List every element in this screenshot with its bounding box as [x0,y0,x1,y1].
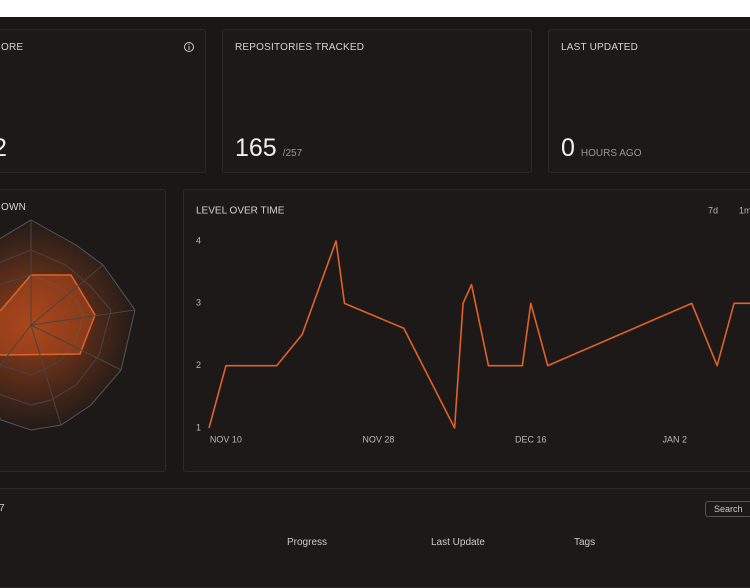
repos-card: REPOSITORIES TRACKED 165/257 [222,29,532,173]
y-tick-label: 3 [196,298,201,308]
search-button[interactable]: Search [705,501,750,517]
table-card: 7 Search Progress Last Update Tags [0,488,750,588]
card-value-row: 0 HOURS AGO [561,134,641,163]
card-label: REPOSITORIES TRACKED [235,42,365,53]
range-button[interactable]: 1m [739,205,750,215]
y-tick-label: 1 [196,422,201,432]
column-header[interactable]: Last Update [431,537,485,548]
score-card: ORE 2 [0,29,206,173]
chart-title: LEVEL OVER TIME [196,206,285,217]
x-tick-label: NOV 10 [210,434,242,444]
card-label: ORE [1,42,24,53]
info-icon[interactable] [183,41,195,53]
card-label: OWN [1,202,27,213]
column-header[interactable]: Progress [287,537,328,548]
y-tick-label: 2 [196,360,201,370]
top-bar [0,0,750,17]
card-suffix: HOURS AGO [580,148,642,159]
range-button[interactable]: 7d [708,205,718,215]
breakdown-card: OWN [0,189,166,472]
radar-outer [0,219,136,431]
card-value-row: 165/257 [235,134,302,163]
level-card: LEVEL OVER TIME 7d 1m 1 2 3 4 NOV 10 NOV 28 DE… [183,189,750,472]
card-suffix: /257 [282,148,303,159]
y-tick-label: 4 [196,235,201,245]
table-count: 7 [0,503,5,514]
card-value: 2 [0,134,7,163]
column-header[interactable]: Tags [574,537,596,548]
card-value: 0 [561,134,575,162]
card-value: 165 [235,134,277,162]
radar-ring [0,249,112,406]
x-tick-label: DEC 16 [515,434,547,444]
card-label: LAST UPDATED [561,42,639,53]
x-tick-label: NOV 28 [362,434,394,444]
radar [0,219,136,431]
x-tick-label: JAN 2 [663,434,688,444]
updated-card: LAST UPDATED 0 HOURS AGO [548,29,750,173]
level-chart: LEVEL OVER TIME 7d 1m 1 2 3 4 NOV 10 NOV 28 DE… [196,205,750,444]
level-line [208,240,750,429]
radar-ring [0,274,84,376]
